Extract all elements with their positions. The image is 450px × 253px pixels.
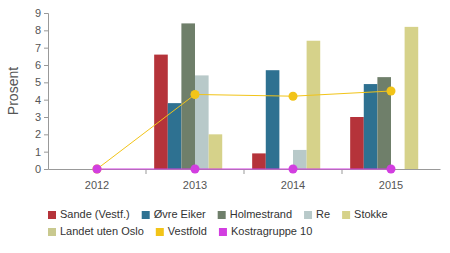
y-tick: 3 [35,111,48,123]
y-tick-label: 9 [35,7,41,19]
legend-item: Sande (Vestf.) [48,208,130,220]
y-tick-label: 0 [35,163,41,175]
y-tick-label: 8 [35,24,41,36]
legend-swatch [304,211,312,219]
y-tick-label: 2 [35,128,41,140]
line [97,169,391,170]
y-tick-label: 1 [35,146,41,158]
legend-item: Kostragruppe 10 [219,225,312,237]
x-tick-label: 2012 [85,179,109,191]
legend-label: Stokke [354,208,388,220]
line-point [93,165,102,174]
plot-marks [93,23,419,173]
legend-item: Øvre Eiker [142,208,206,220]
y-tick: 8 [35,24,48,36]
legend-swatch [219,228,227,236]
y-tick-mark [44,30,48,31]
line [97,91,391,169]
y-tick-mark [44,13,48,14]
bar [209,134,223,169]
y-tick: 9 [35,7,48,19]
legend-item: Re [304,208,330,220]
line-point [191,165,200,174]
legend: Sande (Vestf.) Øvre Eiker Holmestrand Re Sto… [48,208,388,237]
legend-label: Holmestrand [230,208,292,220]
y-tick: 0 [35,163,48,175]
y-axis-line [44,14,49,170]
y-tick-mark [44,82,48,83]
bar [252,153,266,169]
bar [405,27,419,169]
legend-item: Holmestrand [218,208,292,220]
y-tick: 1 [35,146,48,158]
y-tick-mark [44,169,48,170]
y-tick-label: 7 [35,42,41,54]
bar [364,84,378,169]
line-point [289,92,298,101]
y-axis-title: Prosent [5,67,21,115]
y-tick-label: 5 [35,76,41,88]
y-tick-label: 6 [35,59,41,71]
y-tick: 4 [35,94,48,106]
legend-label: Kostragruppe 10 [231,225,312,237]
y-tick-label: 3 [35,111,41,123]
y-axis: 0 1 2 3 4 5 6 7 8 9 [35,7,49,175]
category-separator [146,169,147,174]
y-tick-mark [44,134,48,135]
line-point [289,165,298,174]
legend-swatch [48,211,56,219]
y-tick-mark [44,117,48,118]
legend-item: Landet uten Oslo [48,225,144,237]
category-separator [244,169,245,174]
y-tick-mark [44,100,48,101]
y-tick: 2 [35,128,48,140]
bar [307,41,321,169]
x-tick-label: 2014 [281,179,305,191]
line-point [191,90,200,99]
y-tick-mark [44,48,48,49]
chart: 0 1 2 3 4 5 6 7 8 9 2012 2013 2014 2015 Prosent Sande (… [0,0,450,253]
legend-item: Stokke [342,208,388,220]
legend-item: Vestfold [156,225,207,237]
legend-label: Landet uten Oslo [60,225,144,237]
legend-label: Re [316,208,330,220]
legend-swatch [142,211,150,219]
bar [266,70,280,169]
category-separator [342,169,343,174]
x-tick-label: 2015 [379,179,403,191]
legend-label: Vestfold [168,225,207,237]
x-axis: 2012 2013 2014 2015 [49,169,441,191]
line-point [93,165,102,174]
legend-swatch [48,228,56,236]
legend-swatch [156,228,164,236]
x-tick-label: 2013 [183,179,207,191]
legend-label: Sande (Vestf.) [60,208,130,220]
y-tick-mark [44,152,48,153]
line-point [387,165,396,174]
y-tick-mark [44,65,48,66]
legend-swatch [218,211,226,219]
y-tick: 6 [35,59,48,71]
legend-label: Øvre Eiker [154,208,206,220]
bar [350,117,364,169]
bar [195,75,209,169]
y-tick-label: 4 [35,94,41,106]
legend-swatch [342,211,350,219]
y-tick: 5 [35,76,48,88]
bar [154,55,168,169]
line-point [387,87,396,96]
y-tick: 7 [35,42,48,54]
